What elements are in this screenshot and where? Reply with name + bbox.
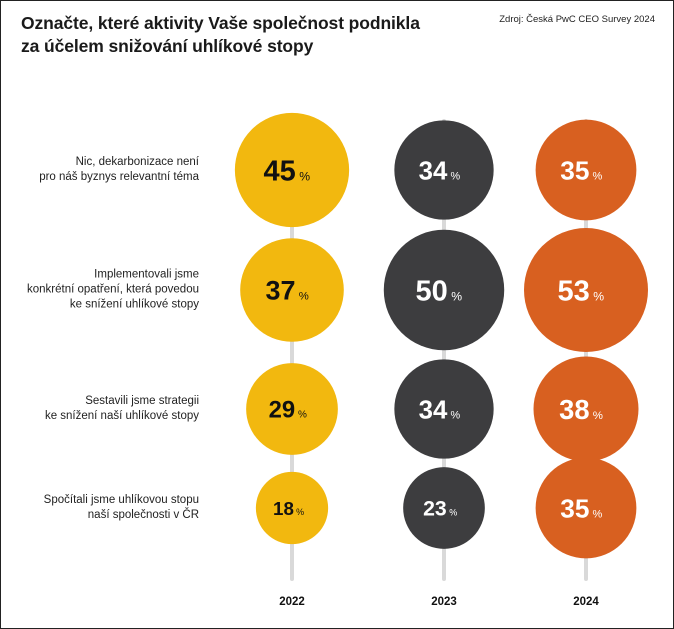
bubble-row1-2022 — [234, 112, 350, 228]
year-label-2022: 2022 — [279, 596, 305, 608]
year-label-2023: 2023 — [431, 596, 457, 608]
value-label-row2-2022: 37% — [266, 276, 309, 306]
row-label-1-line-1: Nic, dekarbonizace není — [75, 156, 199, 168]
bubble-row4-2024 — [535, 457, 637, 559]
bubble-row3-2022 — [246, 363, 338, 455]
value-label-row4-2022: 18% — [273, 498, 304, 519]
row-label-1: Nic, dekarbonizace není pro náš byznys r… — [0, 155, 199, 185]
chart-title-line-2: za účelem snižování uhlíkové stopy — [21, 36, 314, 56]
bubble-row3-2024 — [533, 356, 639, 462]
row-label-4-line-1: Spočítali jsme uhlíkovou stopu — [43, 494, 199, 506]
bubble-row2-2024 — [524, 228, 648, 352]
row-label-2-line-2: konkrétní opatření, která povedou — [27, 283, 199, 296]
bubble-row2-2022 — [240, 238, 344, 342]
row-label-3-line-1: Sestavili jsme strategii — [85, 395, 199, 407]
value-label-row2-2024: 53% — [557, 275, 604, 307]
bubble-row1-2024 — [535, 119, 637, 221]
bubble-row2-2023 — [383, 229, 505, 351]
bubble-row1-2023 — [394, 120, 494, 220]
row-label-4: Spočítali jsme uhlíkovou stopu naší spol… — [0, 493, 199, 523]
row-label-4-line-2: naší společnosti v ČR — [87, 509, 199, 521]
value-label-row2-2023: 50% — [415, 275, 462, 307]
bubble-row4-2023 — [403, 467, 485, 549]
bubble-row4-2022 — [255, 471, 329, 545]
chart-title-line-1: Označte, které aktivity Vaše společnost … — [21, 13, 420, 33]
value-label-row3-2023: 34% — [419, 396, 461, 424]
value-label-row3-2024: 38% — [559, 394, 603, 425]
row-label-2: Implementovali jsme konkrétní opatření, … — [0, 268, 199, 313]
value-label-row1-2022: 45% — [263, 155, 310, 187]
row-label-3-line-2: ke snížení naší uhlíkové stopy — [44, 410, 199, 422]
value-label-row1-2023: 34% — [419, 157, 461, 185]
row-label-2-line-3: ke snížení uhlíkové stopy — [69, 298, 199, 311]
value-label-row4-2023: 23% — [423, 498, 457, 521]
year-label-2024: 2024 — [573, 596, 599, 608]
source-note: Zdroj: Česká PwC CEO Survey 2024 — [499, 14, 655, 25]
row-label-2-line-1: Implementovali jsme — [94, 268, 199, 281]
value-label-row3-2022: 29% — [269, 397, 307, 424]
value-label-row4-2024: 35% — [560, 493, 602, 523]
row-label-1-line-2: pro náš byznys relevantní téma — [39, 171, 199, 183]
bubble-row3-2023 — [394, 359, 494, 459]
row-label-3: Sestavili jsme strategii ke snížení naší… — [0, 394, 199, 424]
chart-title: Označte, které aktivity Vaše společnost … — [21, 12, 491, 58]
value-label-row1-2024: 35% — [560, 155, 602, 185]
